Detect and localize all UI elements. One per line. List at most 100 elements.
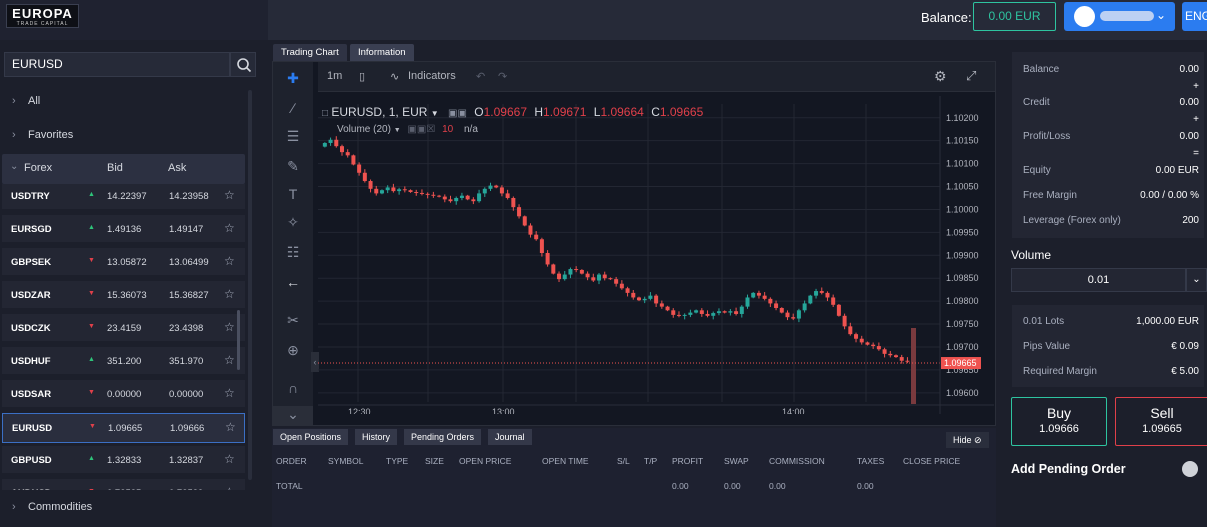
search-input[interactable]: EURUSD: [4, 52, 230, 77]
star-icon[interactable]: ☆: [224, 188, 235, 202]
brush-icon[interactable]: ✎: [287, 158, 299, 174]
collapse-legend-icon[interactable]: □: [322, 108, 329, 119]
tab-information[interactable]: Information: [350, 44, 414, 61]
volume-dropdown[interactable]: ⌄: [1186, 268, 1207, 292]
y-tick-label: 1.09650: [946, 365, 979, 375]
ask-value: 13.06499: [169, 257, 209, 268]
collapse-toolbar-icon[interactable]: ⌄: [273, 406, 313, 426]
time-axis: 12:30 13:00 14:00: [348, 407, 805, 414]
hide-label: Hide: [953, 435, 972, 445]
fullscreen-icon[interactable]: ⤢: [966, 68, 977, 83]
instrument-symbol: USDHUF: [11, 356, 51, 367]
redo-icon[interactable]: ↷: [498, 71, 508, 83]
buy-button[interactable]: Buy 1.09666: [1011, 397, 1107, 446]
candle-body: [471, 199, 476, 202]
volume-controls-icon[interactable]: ▣▣☒: [407, 124, 436, 135]
star-icon[interactable]: ☆: [224, 221, 235, 235]
candle-body: [459, 195, 464, 198]
language-button[interactable]: ENG: [1182, 2, 1207, 31]
candle-body: [648, 295, 653, 299]
tab-trading-chart[interactable]: Trading Chart: [273, 44, 347, 61]
pattern-tool-icon[interactable]: ✧: [287, 214, 299, 230]
instrument-row-usdtry[interactable]: USDTRY ▲ 14.22397 14.23958 ☆: [2, 184, 245, 212]
instrument-row-eursgd[interactable]: EURSGD ▲ 1.49136 1.49147 ☆: [2, 215, 245, 245]
tab-pending-orders[interactable]: Pending Orders: [404, 429, 482, 445]
close-label: C: [651, 105, 660, 119]
list-scrollbar-thumb[interactable]: [237, 310, 240, 370]
category-favorites[interactable]: › Favorites: [4, 122, 244, 148]
instrument-row-usdzar[interactable]: USDZAR ▼ 15.36073 15.36827 ☆: [2, 281, 245, 311]
ask-value: 14.23958: [169, 191, 209, 202]
star-icon[interactable]: ☆: [224, 254, 235, 268]
ruler-icon[interactable]: ✂: [287, 312, 299, 328]
instrument-row-usdhuf[interactable]: USDHUF ▲ 351.200 351.970 ☆: [2, 347, 245, 377]
user-menu-button[interactable]: ⌄: [1064, 2, 1175, 31]
instrument-row-eurusd[interactable]: EURUSD ▼ 1.09665 1.09666 ☆: [2, 413, 245, 443]
search-button[interactable]: [230, 52, 256, 77]
undo-icon[interactable]: ↶: [476, 71, 486, 83]
sell-button[interactable]: Sell 1.09665: [1115, 397, 1207, 446]
star-icon[interactable]: ☆: [224, 353, 235, 367]
candle-body: [357, 164, 362, 173]
instrument-row-usdsar[interactable]: USDSAR ▼ 0.00000 0.00000 ☆: [2, 380, 245, 410]
brand-logo[interactable]: EUROPA TRADE CAPITAL: [6, 4, 79, 28]
star-icon[interactable]: ☆: [224, 320, 235, 334]
candle-body: [768, 298, 773, 304]
indicators-icon[interactable]: ∿: [390, 71, 400, 83]
required-margin-value: € 5.00: [1171, 366, 1199, 377]
tab-history[interactable]: History: [355, 429, 398, 445]
legend-symbol[interactable]: EURUSD, 1, EUR: [331, 105, 428, 119]
candle-body: [608, 278, 613, 280]
candle-body: [448, 199, 453, 202]
candle-body: [602, 274, 607, 279]
bid-value: 15.36073: [107, 290, 147, 301]
star-icon[interactable]: ☆: [224, 386, 235, 400]
chart-type-icon[interactable]: ▯: [359, 71, 366, 83]
instrument-row-audusd[interactable]: AUDUSD ▼ 0.73535 0.73539 ☆: [2, 479, 245, 490]
text-tool-icon[interactable]: T: [288, 186, 298, 202]
pending-order-toggle[interactable]: [1182, 461, 1198, 477]
star-icon[interactable]: ☆: [225, 420, 236, 434]
candle-body: [334, 139, 339, 147]
star-icon[interactable]: ☆: [224, 287, 235, 301]
crosshair-icon[interactable]: ✚: [287, 70, 299, 86]
list-scrollbar[interactable]: [248, 90, 252, 480]
volume-indicator-label[interactable]: Volume (20): [337, 124, 391, 135]
star-icon[interactable]: ☆: [224, 485, 235, 490]
tab-journal[interactable]: Journal: [488, 429, 532, 445]
triangle-down-icon: ▼: [88, 257, 95, 264]
trend-line-icon[interactable]: ∕: [291, 100, 295, 116]
star-icon[interactable]: ☆: [224, 452, 235, 466]
balance-value-button[interactable]: 0.00 EUR: [973, 2, 1056, 31]
zoom-in-icon[interactable]: ⊕: [287, 342, 299, 358]
volume-input[interactable]: 0.01: [1011, 268, 1186, 292]
y-tick-label: 1.09700: [946, 342, 979, 352]
instrument-row-gbpsek[interactable]: GBPSEK ▼ 13.05872 13.06499 ☆: [2, 248, 245, 278]
candle-body: [522, 216, 527, 226]
instrument-row-usdczk[interactable]: USDCZK ▼ 23.4159 23.4398 ☆: [2, 314, 245, 344]
collapse-arrow-icon[interactable]: ‹: [311, 352, 319, 372]
balance-value: 0.00: [1179, 64, 1199, 75]
indicators-button[interactable]: Indicators: [408, 70, 456, 82]
interval-button[interactable]: 1m: [327, 70, 343, 82]
hide-panel-button[interactable]: Hide ⊘: [946, 432, 989, 448]
ask-value: 1.32837: [169, 455, 204, 466]
fib-tool-icon[interactable]: ☰: [286, 128, 300, 144]
candlestick-chart[interactable]: 1.10200 1.10150 1.10100 1.10050 1.10000 1.099…: [318, 96, 994, 414]
account-summary: [1012, 52, 1204, 238]
magnet-icon[interactable]: ∩: [287, 380, 299, 396]
column-header-size: SIZE: [425, 456, 444, 466]
y-tick-label: 1.10150: [946, 136, 979, 146]
tab-open-positions[interactable]: Open Positions: [273, 429, 349, 445]
settings-gear-icon[interactable]: ⚙: [934, 68, 947, 84]
measure-tool-icon[interactable]: ☷: [286, 244, 300, 260]
chevron-right-icon: ›: [12, 95, 16, 107]
legend-settings-icon[interactable]: ▣▣: [448, 108, 467, 119]
category-forex-header[interactable]: ⌄ Forex Bid Ask: [2, 154, 245, 184]
category-all[interactable]: › All: [4, 88, 244, 114]
category-commodities[interactable]: › Commodities: [4, 494, 244, 520]
avatar: [1074, 6, 1095, 27]
candle-body: [899, 357, 904, 361]
instrument-row-gbpusd[interactable]: GBPUSD ▲ 1.32833 1.32837 ☆: [2, 446, 245, 476]
arrow-left-icon[interactable]: ←: [286, 274, 300, 290]
